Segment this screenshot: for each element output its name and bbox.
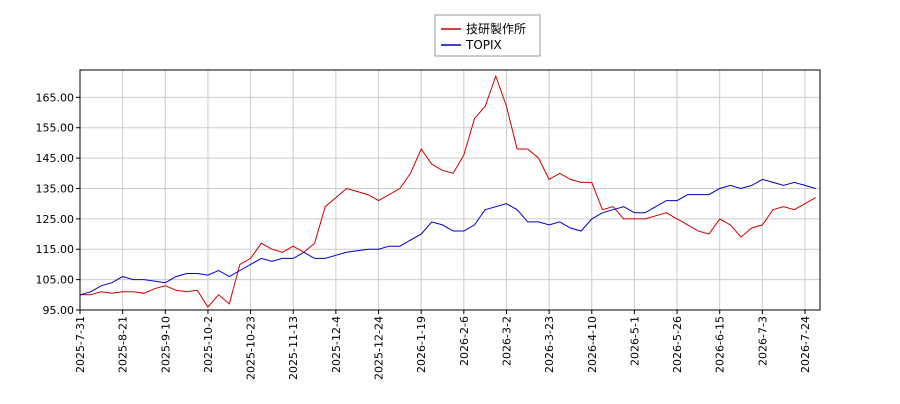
y-tick-label: 135.00: [36, 182, 75, 195]
y-tick-label: 155.00: [36, 122, 75, 135]
x-tick-label: 2025-11-13: [287, 316, 300, 380]
plot-frame: [79, 69, 821, 311]
x-tick-label: 2026-6-15: [714, 316, 727, 373]
x-tick-label: 2026-5-26: [671, 316, 684, 373]
legend-label: 技研製作所: [466, 22, 526, 36]
y-tick-label: 125.00: [36, 213, 75, 226]
x-tick-label: 2026-2-6: [458, 316, 471, 366]
y-tick-label: 105.00: [36, 274, 75, 287]
legend-label: TOPIX: [465, 38, 502, 52]
x-tick-label: 2026-7-24: [799, 316, 812, 373]
x-tick-label: 2026-3-23: [543, 316, 556, 373]
series-line: [80, 74, 816, 308]
x-tick-label: 2026-1-19: [415, 316, 428, 373]
y-tick-label: 165.00: [36, 91, 75, 104]
x-tick-label: 2025-12-24: [373, 316, 386, 380]
y-tick-label: 145.00: [36, 152, 75, 165]
x-tick-label: 2026-7-3: [756, 316, 769, 366]
x-tick-label: 2026-3-2: [500, 316, 513, 366]
x-tick-label: 2025-9-10: [159, 316, 172, 373]
x-tick-label: 2026-5-1: [628, 316, 641, 366]
series-line: [79, 178, 816, 296]
x-tick-label: 2025-12-4: [330, 316, 343, 373]
x-tick-label: 2025-7-31: [74, 316, 87, 373]
y-tick-label: 95.00: [43, 304, 75, 317]
x-tick-label: 2025-8-21: [117, 316, 130, 373]
x-tick-label: 2025-10-23: [245, 316, 258, 380]
x-tick-label: 2026-4-10: [586, 316, 599, 373]
x-tick-label: 2025-10-2: [202, 316, 215, 373]
y-tick-label: 115.00: [36, 243, 75, 256]
legend-box: [434, 14, 541, 57]
